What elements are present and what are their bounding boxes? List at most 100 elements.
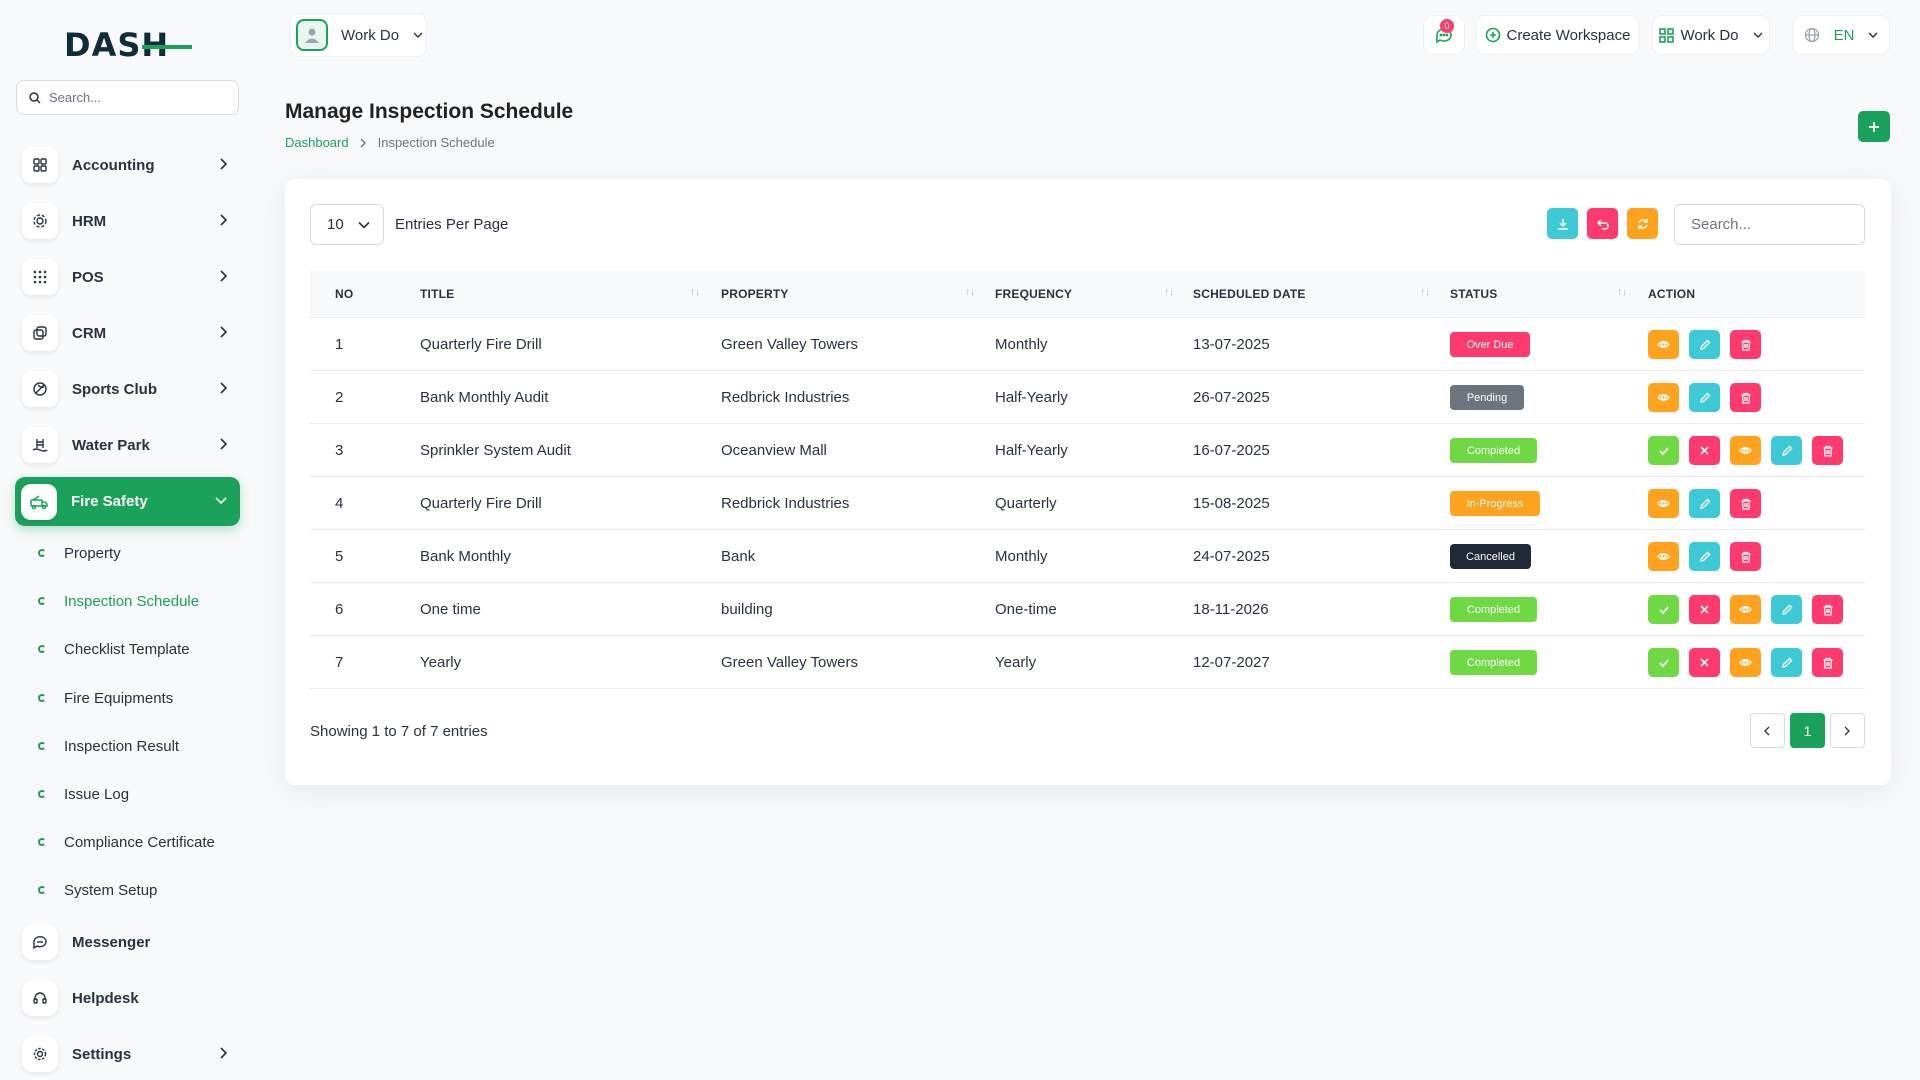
table-row: 4 Quarterly Fire Drill Redbrick Industries… — [310, 477, 1865, 530]
add-button[interactable] — [1858, 111, 1890, 142]
sub-item-inspection-schedule[interactable]: Inspection Schedule — [38, 589, 199, 613]
view-button[interactable] — [1730, 648, 1761, 677]
nav-crm[interactable]: CRM — [16, 309, 240, 357]
sidebar-search-input[interactable] — [49, 90, 229, 105]
nav-settings[interactable]: Settings — [16, 1030, 240, 1078]
approve-button[interactable] — [1648, 436, 1679, 465]
cell-no: 5 — [335, 548, 344, 565]
chat-bubble-icon — [1436, 28, 1452, 44]
cell-title: Yearly — [420, 654, 462, 671]
sort-icon[interactable]: ↑↓ — [1617, 287, 1627, 298]
nav-label: Helpdesk — [72, 989, 139, 1007]
reject-button[interactable] — [1689, 648, 1720, 677]
apps-icon — [1659, 27, 1675, 43]
sub-item-issue-log[interactable]: Issue Log — [38, 782, 129, 806]
language-select[interactable]: EN — [1792, 15, 1890, 55]
notifications-button[interactable]: 0 — [1423, 15, 1465, 55]
delete-button[interactable] — [1730, 383, 1761, 412]
plus-circle-icon — [1485, 27, 1500, 43]
dash-logo[interactable]: DASH — [64, 28, 192, 60]
nav-hrm[interactable]: HRM — [16, 197, 240, 245]
view-button[interactable] — [1648, 383, 1679, 412]
approve-button[interactable] — [1648, 648, 1679, 677]
reject-button[interactable] — [1689, 595, 1720, 624]
delete-button[interactable] — [1812, 648, 1843, 677]
bullet-icon — [38, 597, 46, 605]
view-button[interactable] — [1730, 436, 1761, 465]
cell-title: Quarterly Fire Drill — [420, 336, 542, 353]
sort-icon[interactable]: ↑↓ — [690, 287, 700, 298]
sort-icon[interactable]: ↑↓ — [1420, 287, 1430, 298]
nav-water-park[interactable]: Water Park — [16, 421, 240, 469]
bullet-icon — [38, 742, 46, 750]
sub-item-checklist-template[interactable]: Checklist Template — [38, 637, 190, 661]
entries-select[interactable]: 10 — [310, 204, 384, 245]
reject-button[interactable] — [1689, 436, 1720, 465]
col-scheduled-date[interactable]: SCHEDULED DATE — [1193, 287, 1306, 301]
sub-item-fire-equipments[interactable]: Fire Equipments — [38, 686, 173, 710]
delete-button[interactable] — [1812, 595, 1843, 624]
edit-button[interactable] — [1771, 595, 1802, 624]
sort-icon[interactable]: ↑↓ — [1164, 287, 1174, 298]
workspace-select[interactable]: Work Do — [289, 13, 427, 57]
edit-button[interactable] — [1771, 436, 1802, 465]
sort-icon[interactable]: ↑↓ — [965, 287, 975, 298]
create-workspace-button[interactable]: Create Workspace — [1475, 15, 1640, 55]
approve-button[interactable] — [1648, 595, 1679, 624]
pencil-icon — [1699, 498, 1711, 510]
col-no[interactable]: NO — [335, 287, 354, 301]
status-badge: Pending — [1450, 385, 1524, 410]
next-page-button[interactable] — [1830, 713, 1865, 748]
nav-sports-club[interactable]: Sports Club — [16, 365, 240, 413]
view-button[interactable] — [1648, 489, 1679, 518]
chevron-right-icon — [220, 270, 228, 282]
view-button[interactable] — [1648, 542, 1679, 571]
nav-label: Water Park — [72, 436, 150, 454]
delete-button[interactable] — [1730, 542, 1761, 571]
nav-helpdesk[interactable]: Helpdesk — [16, 974, 240, 1022]
nav-accounting[interactable]: Accounting — [16, 141, 240, 189]
status-badge: Completed — [1450, 438, 1537, 463]
nav-fire-safety[interactable]: Fire Safety — [15, 477, 240, 526]
edit-button[interactable] — [1689, 330, 1720, 359]
nav-messenger[interactable]: Messenger — [16, 918, 240, 966]
col-frequency[interactable]: FREQUENCY — [995, 287, 1073, 301]
sub-item-inspection-result[interactable]: Inspection Result — [38, 734, 179, 758]
table-search[interactable] — [1674, 204, 1865, 245]
col-status[interactable]: STATUS — [1450, 287, 1498, 301]
edit-button[interactable] — [1689, 489, 1720, 518]
reset-button[interactable] — [1587, 208, 1618, 239]
edit-button[interactable] — [1689, 383, 1720, 412]
breadcrumb-home-link[interactable]: Dashboard — [285, 135, 349, 150]
nav-pos[interactable]: POS — [16, 253, 240, 301]
dots-grid-icon — [22, 259, 58, 295]
chevron-down-icon — [358, 221, 370, 229]
edit-button[interactable] — [1689, 542, 1720, 571]
sub-item-system-setup[interactable]: System Setup — [38, 878, 157, 902]
sidebar-search[interactable] — [16, 80, 239, 115]
reload-button[interactable] — [1627, 208, 1658, 239]
sub-item-property[interactable]: Property — [38, 541, 121, 565]
workdo-menu-button[interactable]: Work Do — [1652, 15, 1770, 55]
delete-button[interactable] — [1812, 436, 1843, 465]
export-button[interactable] — [1547, 208, 1578, 239]
cell-frequency: Yearly — [995, 654, 1037, 671]
delete-button[interactable] — [1730, 330, 1761, 359]
view-button[interactable] — [1730, 595, 1761, 624]
cell-frequency: Monthly — [995, 336, 1048, 353]
eye-icon — [1739, 444, 1752, 457]
prev-page-button[interactable] — [1750, 713, 1785, 748]
page-button-current[interactable]: 1 — [1790, 713, 1825, 748]
sidebar: DASH Accounting HRM POS CRM Sports Club … — [0, 0, 255, 1080]
cell-no: 7 — [335, 654, 344, 671]
bullet-icon — [38, 549, 46, 557]
edit-button[interactable] — [1771, 648, 1802, 677]
table-search-input[interactable] — [1691, 216, 1851, 233]
col-property[interactable]: PROPERTY — [721, 287, 789, 301]
view-button[interactable] — [1648, 330, 1679, 359]
cell-property: Green Valley Towers — [721, 654, 859, 671]
col-title[interactable]: TITLE — [420, 287, 455, 301]
bullet-icon — [38, 790, 46, 798]
sub-item-compliance-certificate[interactable]: Compliance Certificate — [38, 830, 215, 854]
delete-button[interactable] — [1730, 489, 1761, 518]
